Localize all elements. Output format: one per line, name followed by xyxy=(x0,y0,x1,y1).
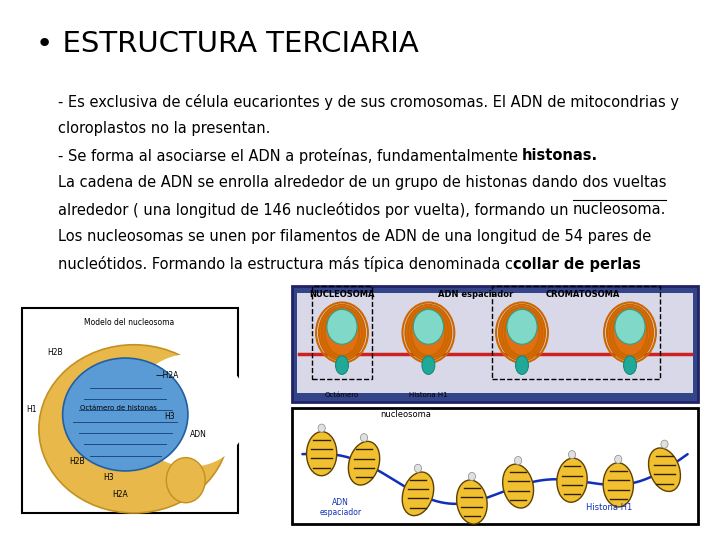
Ellipse shape xyxy=(557,458,588,502)
Ellipse shape xyxy=(649,448,680,491)
Ellipse shape xyxy=(307,431,337,476)
Text: La cadena de ADN se enrolla alrededor de un grupo de histonas dando dos vueltas: La cadena de ADN se enrolla alrededor de… xyxy=(58,176,666,191)
Ellipse shape xyxy=(515,456,522,464)
Ellipse shape xyxy=(402,472,433,516)
Ellipse shape xyxy=(413,309,444,345)
Bar xyxy=(292,408,698,524)
Ellipse shape xyxy=(39,345,229,513)
Bar xyxy=(292,286,698,402)
Text: H2A: H2A xyxy=(112,490,128,498)
Ellipse shape xyxy=(603,463,634,507)
Ellipse shape xyxy=(415,464,422,472)
Text: collar de perlas: collar de perlas xyxy=(513,256,641,272)
Ellipse shape xyxy=(422,356,435,374)
Ellipse shape xyxy=(606,306,654,359)
Ellipse shape xyxy=(166,457,205,503)
Ellipse shape xyxy=(131,354,250,467)
Text: nucleosoma.: nucleosoma. xyxy=(572,202,666,218)
Ellipse shape xyxy=(569,450,576,458)
Text: - Se forma al asociarse el ADN a proteínas, fundamentalmente: - Se forma al asociarse el ADN a proteín… xyxy=(58,148,522,165)
Ellipse shape xyxy=(615,309,645,345)
Bar xyxy=(312,286,372,379)
Text: Histona H1: Histona H1 xyxy=(586,503,632,512)
Text: nucleosoma: nucleosoma xyxy=(380,410,431,419)
Text: H1: H1 xyxy=(26,406,37,415)
Ellipse shape xyxy=(327,309,357,345)
Ellipse shape xyxy=(624,356,636,374)
Text: nucleótidos. Formando la estructura más típica denominada c: nucleótidos. Formando la estructura más … xyxy=(58,256,513,273)
Ellipse shape xyxy=(516,356,528,374)
Ellipse shape xyxy=(348,441,379,485)
Ellipse shape xyxy=(63,358,188,471)
Text: histonas.: histonas. xyxy=(522,148,598,164)
Text: cloroplastos no la presentan.: cloroplastos no la presentan. xyxy=(58,122,270,137)
Text: alrededor ( una longitud de 146 nucleótidos por vuelta), formando un: alrededor ( una longitud de 146 nucleóti… xyxy=(58,202,572,219)
Text: CROMATOSOMA: CROMATOSOMA xyxy=(546,289,621,299)
Ellipse shape xyxy=(507,309,537,345)
Bar xyxy=(22,308,238,513)
Text: Modelo del nucleosoma: Modelo del nucleosoma xyxy=(84,318,175,327)
Text: Octámero de histonas: Octámero de histonas xyxy=(81,406,157,411)
Text: ADN
espaciador: ADN espaciador xyxy=(320,498,361,517)
Text: NUCLEOSOMA: NUCLEOSOMA xyxy=(310,289,374,299)
Ellipse shape xyxy=(615,455,622,463)
Text: —H2A: —H2A xyxy=(156,370,179,380)
Ellipse shape xyxy=(405,306,452,359)
Ellipse shape xyxy=(319,306,365,359)
Ellipse shape xyxy=(499,306,546,359)
Text: - Es exclusiva de célula eucariontes y de sus cromosomas. El ADN de mitocondrias: - Es exclusiva de célula eucariontes y d… xyxy=(58,94,679,111)
Text: H2B: H2B xyxy=(48,348,63,357)
Text: ADN: ADN xyxy=(190,430,207,439)
Ellipse shape xyxy=(503,464,534,508)
Ellipse shape xyxy=(318,424,325,432)
Ellipse shape xyxy=(456,480,487,524)
Text: H2B: H2B xyxy=(69,457,85,466)
Text: • ESTRUCTURA TERCIARIA: • ESTRUCTURA TERCIARIA xyxy=(36,30,419,58)
Ellipse shape xyxy=(661,440,668,448)
Text: Histona H1: Histona H1 xyxy=(409,392,448,397)
Ellipse shape xyxy=(361,434,368,442)
Ellipse shape xyxy=(336,356,348,374)
Text: Los nucleosomas se unen por filamentos de ADN de una longitud de 54 pares de: Los nucleosomas se unen por filamentos d… xyxy=(58,230,651,245)
Text: H3: H3 xyxy=(164,411,175,421)
Text: ADN espaciador: ADN espaciador xyxy=(438,289,513,299)
Text: Octámero: Octámero xyxy=(325,392,359,397)
Bar xyxy=(492,286,660,379)
Text: H3: H3 xyxy=(104,473,114,482)
Ellipse shape xyxy=(468,472,475,481)
Bar xyxy=(297,293,693,393)
